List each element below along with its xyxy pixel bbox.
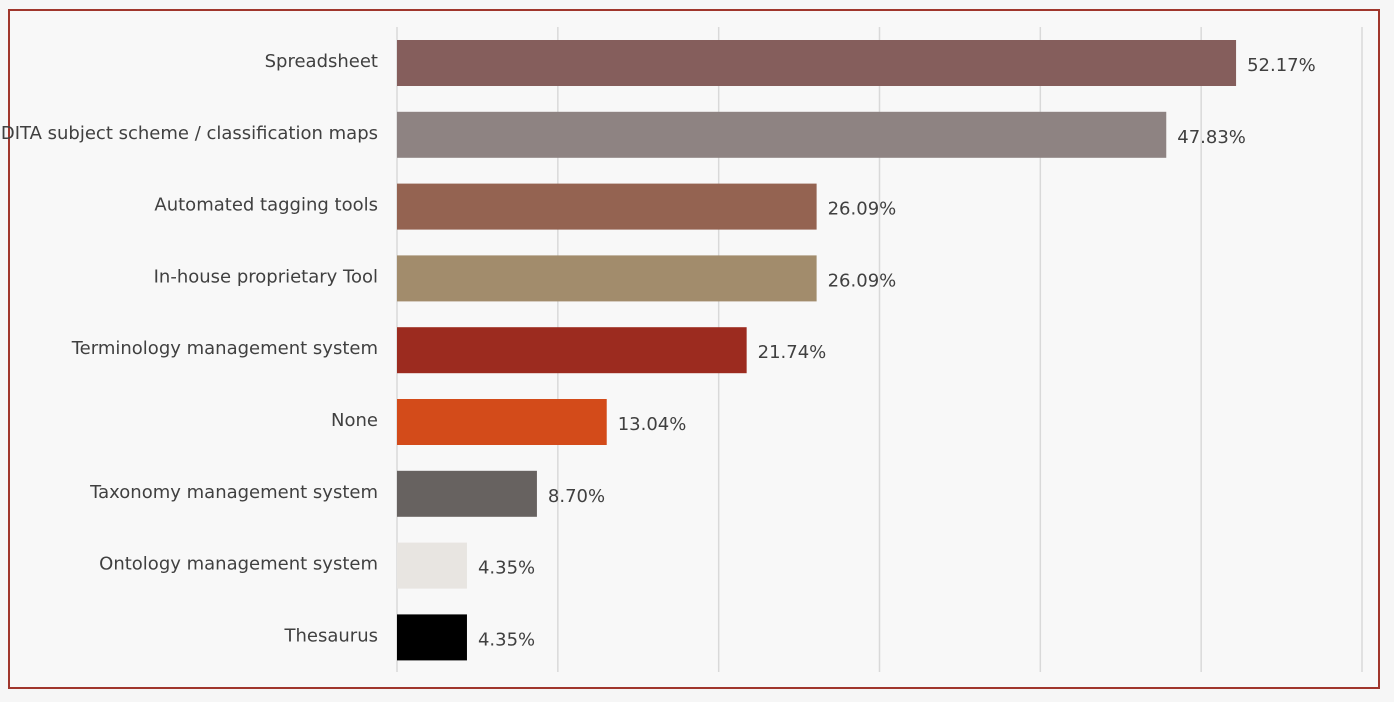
category-label: Spreadsheet <box>265 51 378 72</box>
category-labels: Spreadsheet DITA subject scheme / classif… <box>1 51 378 646</box>
value-label: 26.09% <box>828 199 897 220</box>
bar <box>397 40 1237 86</box>
value-labels: 52.17% 47.83% 26.09% 26.09% 21.74% 13.04% 8.70… <box>478 55 1316 650</box>
category-label: Thesaurus <box>284 625 378 646</box>
bars <box>397 40 1237 661</box>
value-label: 4.35% <box>478 629 535 650</box>
bar <box>397 327 747 374</box>
value-label: 47.83% <box>1177 127 1246 148</box>
category-label: Terminology management system <box>71 338 378 359</box>
category-label: Ontology management system <box>99 554 378 575</box>
value-label: 52.17% <box>1247 55 1316 76</box>
bar <box>397 183 817 230</box>
category-label: Automated tagging tools <box>154 195 378 216</box>
category-label: In-house proprietary Tool <box>154 266 378 287</box>
value-label: 21.74% <box>758 342 827 363</box>
value-label: 13.04% <box>618 414 687 435</box>
category-label: Taxonomy management system <box>89 482 378 503</box>
category-label: None <box>331 410 378 431</box>
bar <box>397 542 467 589</box>
value-label: 8.70% <box>548 486 605 507</box>
bar <box>397 255 817 302</box>
bar <box>397 614 467 661</box>
value-label: 4.35% <box>478 558 535 579</box>
value-label: 26.09% <box>828 270 897 291</box>
bar <box>397 470 537 517</box>
bar <box>397 399 607 445</box>
bar <box>397 111 1167 158</box>
category-label: DITA subject scheme / classification map… <box>1 123 378 144</box>
